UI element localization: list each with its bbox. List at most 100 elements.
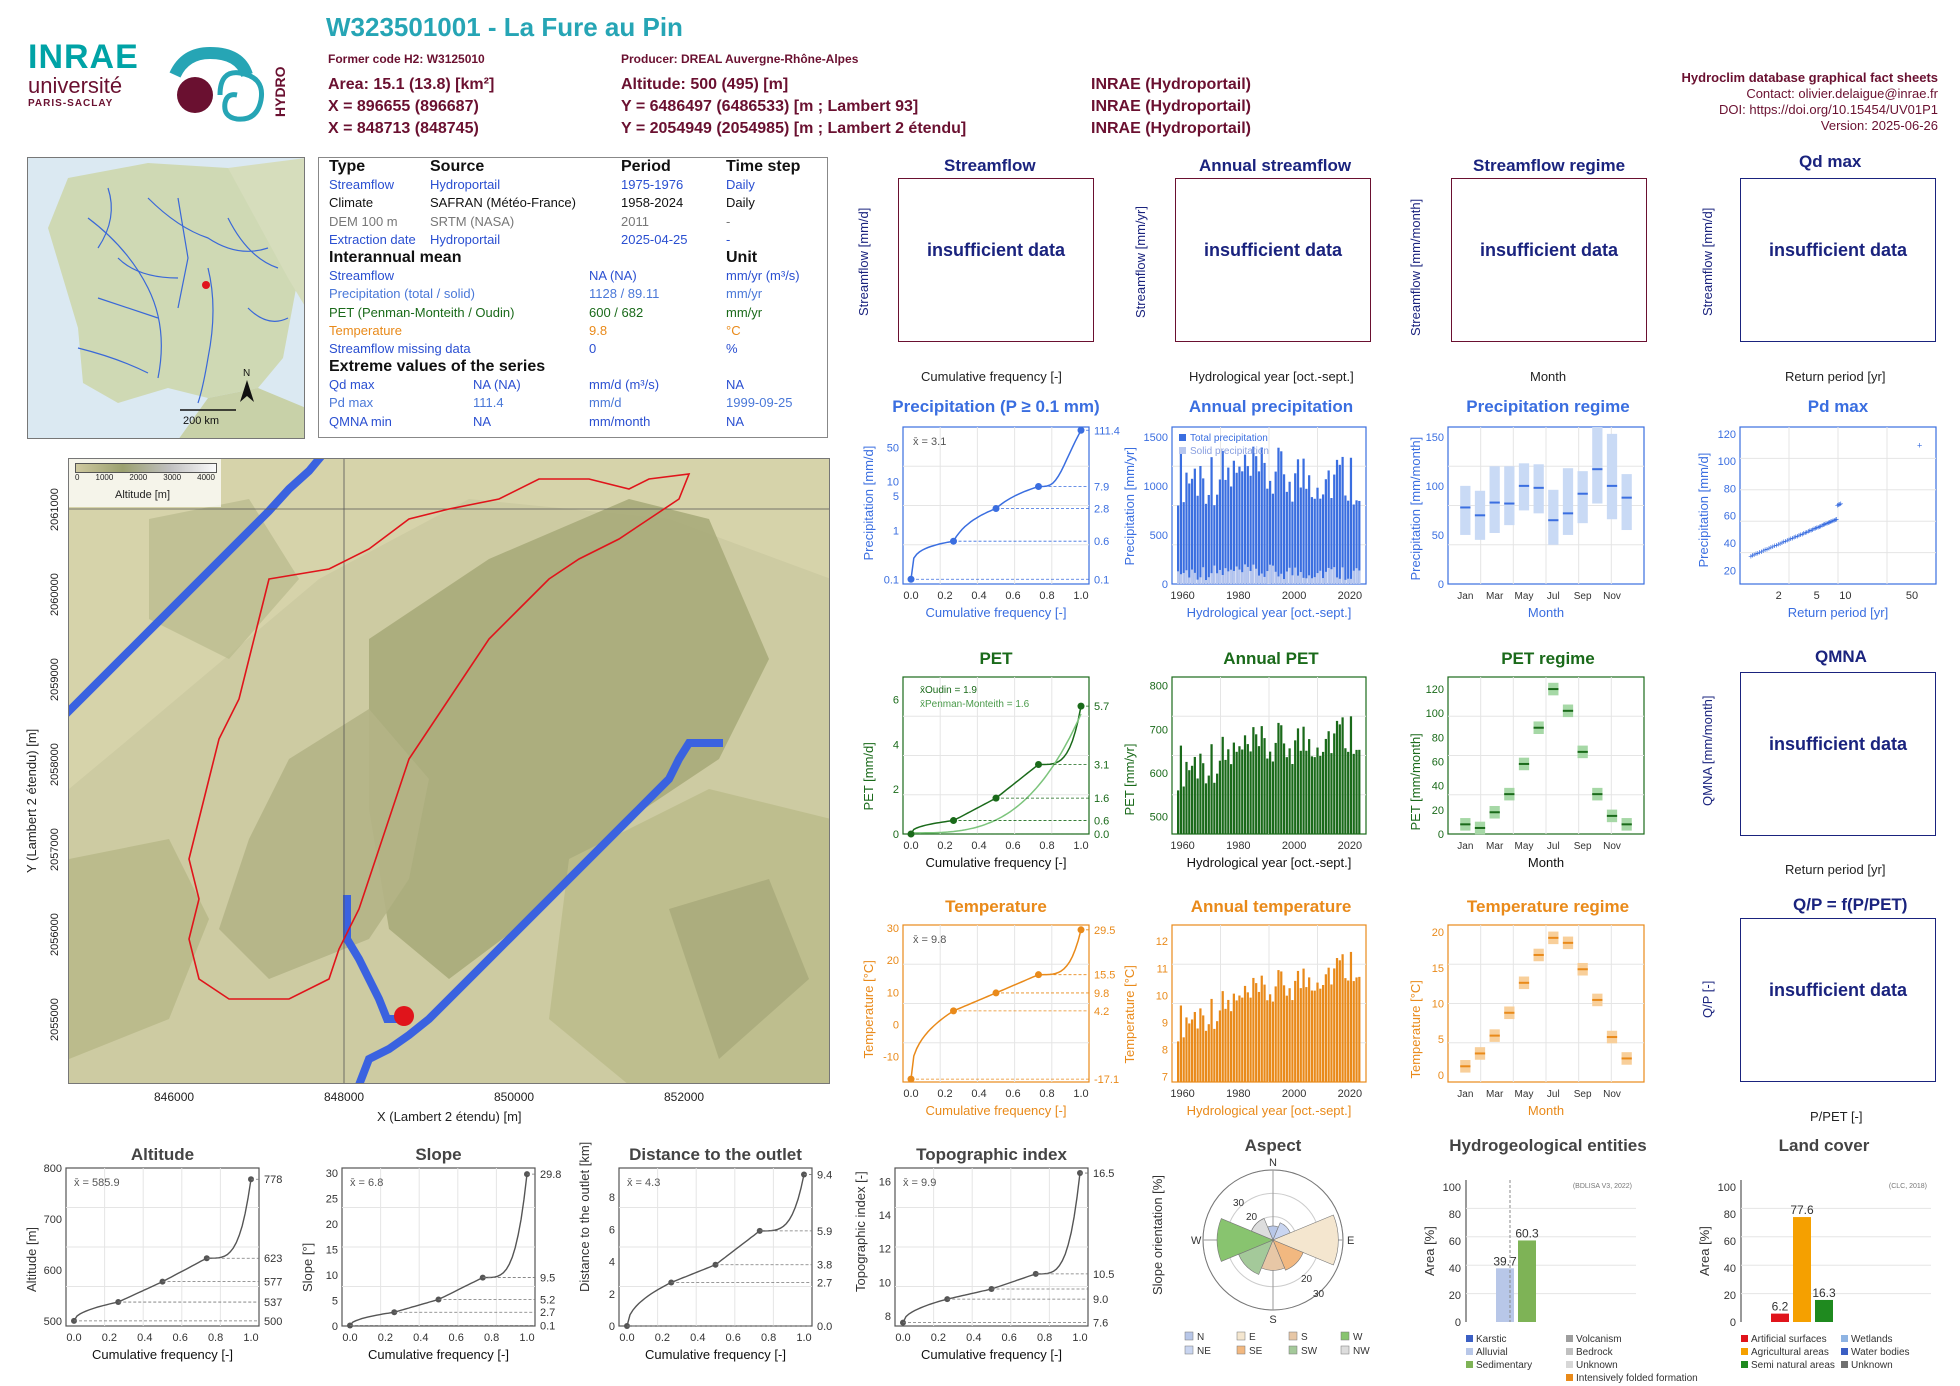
annual_pet-bar: [1305, 750, 1308, 834]
mean-unit: mm/yr: [726, 304, 763, 320]
temp-right-label: -17.1: [1094, 1074, 1119, 1086]
mean-value: 9.8: [589, 322, 608, 338]
annual_pet-bar: [1199, 753, 1202, 834]
pet_regime-ytick: 20: [1432, 805, 1444, 817]
annual_pet-bar: [1185, 761, 1188, 834]
annual_pet-bar: [1260, 726, 1263, 834]
temp-ytick: -10: [883, 1051, 899, 1063]
annual_pet-bar: [1271, 761, 1275, 834]
hydrogeo-legend-label: Sedimentary: [1476, 1360, 1532, 1371]
annual_pet-bar: [1302, 726, 1305, 834]
annual_pet-bar: [1277, 722, 1280, 834]
area: Area: 15.1 (13.8) [km²]: [328, 76, 495, 93]
annual_pet-xtick: 1980: [1226, 840, 1250, 852]
hydrogeo-title: Hydrogeological entities: [1449, 1136, 1646, 1155]
annual_precip-solid-bar: [1257, 575, 1261, 584]
aspect-sector: [1272, 1239, 1304, 1271]
annual_precip-solid-bar: [1321, 578, 1325, 584]
hydrogeo-legend-swatch: [1566, 1348, 1573, 1355]
landcover-legend-label: Water bodies: [1851, 1347, 1910, 1358]
landcover-legend-swatch: [1841, 1361, 1848, 1368]
annual_precip-bar: [1179, 451, 1183, 584]
annual_pet-bar: [1308, 739, 1311, 834]
credits-doi[interactable]: DOI: https://doi.org/10.15454/UV01P1: [1719, 102, 1938, 117]
aspect-legend-swatch: [1236, 1345, 1246, 1355]
precip-ytick: 5: [893, 491, 899, 503]
precip-ytick: 50: [887, 442, 899, 454]
mean-value: 1128 / 89.11: [589, 286, 660, 302]
aspect-ring-label: 30: [1233, 1198, 1245, 1209]
ext-unit: mm/month: [589, 413, 651, 429]
aspect-sector: [1251, 1218, 1274, 1241]
annual_pet-xtick: 2020: [1338, 840, 1362, 852]
altitude-right-label: 623: [264, 1253, 282, 1265]
annual_precip-solid-bar: [1324, 571, 1327, 584]
credits-contact[interactable]: Contact: olivier.delaigue@inrae.fr: [1746, 86, 1938, 101]
annual_pet-bar: [1210, 744, 1213, 834]
hydrogeo-legend-label: Bedrock: [1576, 1347, 1614, 1358]
annual_pet-bar: [1188, 770, 1191, 834]
pd-max-point: +: [1783, 536, 1788, 546]
annual_pet-bar: [1252, 727, 1255, 834]
annual_temp-bar: [1216, 1021, 1219, 1082]
catchment-boundary: [188, 473, 691, 1000]
pet-right-label: 3.1: [1094, 759, 1109, 771]
landcover-ytick: 20: [1724, 1290, 1736, 1302]
annual_precip-bar: [1347, 500, 1350, 584]
ext-date: 1999-09-25: [726, 395, 793, 411]
annual_temp-bar: [1327, 967, 1330, 1082]
annual_pet-bar: [1266, 758, 1269, 834]
annual_pet-bar: [1232, 742, 1235, 834]
landcover-legend-label: Agricultural areas: [1751, 1347, 1829, 1358]
precip_regime-box: [1621, 474, 1632, 531]
annual_temp-bar: [1355, 977, 1358, 1082]
annual_precip-solid-bar: [1271, 565, 1275, 584]
temp_regime-xtick: Jul: [1547, 1089, 1560, 1100]
annual_temp-bar: [1229, 1011, 1233, 1082]
legend-total-precip-swatch: [1179, 434, 1186, 441]
qp-xlabel: P/PET [-]: [1810, 1109, 1863, 1124]
pd-max-point: +: [1779, 538, 1784, 548]
annual_precip-solid-bar: [1347, 578, 1350, 584]
altitude-legend-ticks: 0 1000 2000 3000 4000: [75, 473, 215, 482]
pet-xtick: 1.0: [1073, 840, 1088, 852]
precip_regime-xtick: May: [1515, 591, 1534, 602]
annual-streamflow-xlabel: Hydrological year [oct.-sept.]: [1189, 369, 1354, 384]
landcover-legend-label: Unknown: [1851, 1360, 1893, 1371]
annual_temp-bar: [1338, 960, 1341, 1082]
hydrogeo-legend-swatch: [1566, 1374, 1573, 1381]
aspect-ylabel: Slope orientation [%]: [1150, 1175, 1165, 1295]
distance-xtick: 0.6: [726, 1332, 741, 1344]
annual_temp-bar: [1227, 999, 1230, 1082]
annual_precip-solid-bar: [1335, 577, 1339, 584]
catchment-map: 0 1000 2000 3000 4000 Altitude [m]: [68, 458, 830, 1084]
map-xtick: 850000: [494, 1090, 535, 1104]
annual_precip-solid-bar: [1252, 564, 1255, 584]
mean-label: Temperature: [329, 322, 402, 338]
pd-max-title: Pd max: [1808, 397, 1869, 416]
annual_pet-bar: [1177, 790, 1180, 834]
temp-ylabel: Temperature [°C]: [861, 960, 876, 1058]
annual_pet-bar: [1291, 763, 1294, 834]
temp-title: Temperature: [945, 897, 1047, 916]
annual_pet-bar: [1243, 735, 1247, 834]
legend-tick: 3000: [163, 473, 182, 482]
annual_pet-bar: [1338, 724, 1341, 834]
legend-tick: 0: [75, 473, 80, 482]
annual_pet-bar: [1352, 753, 1355, 834]
pd-max-point: +: [1781, 537, 1786, 547]
aspect-n-label: N: [1269, 1157, 1277, 1169]
mean-label: Streamflow: [329, 268, 395, 284]
credits-title: Hydroclim database graphical fact sheets: [1681, 70, 1938, 85]
annual_temp-bar: [1310, 990, 1314, 1082]
aspect-legend-swatch: [1340, 1345, 1350, 1355]
qd-max-msg: insufficient data: [1768, 240, 1907, 260]
landcover-legend-swatch: [1841, 1335, 1848, 1342]
distance-right-label: 2.7: [817, 1277, 832, 1289]
pet_regime-xtick: Mar: [1486, 841, 1504, 852]
annual_temp-xtick: 1980: [1226, 1088, 1250, 1100]
temp-mean: x̄ = 9.8: [913, 934, 946, 946]
hydrogeo-ytick: 20: [1449, 1290, 1461, 1302]
x-lambert93: X = 896655 (896687): [328, 98, 479, 115]
annual_precip-bar: [1285, 491, 1288, 584]
